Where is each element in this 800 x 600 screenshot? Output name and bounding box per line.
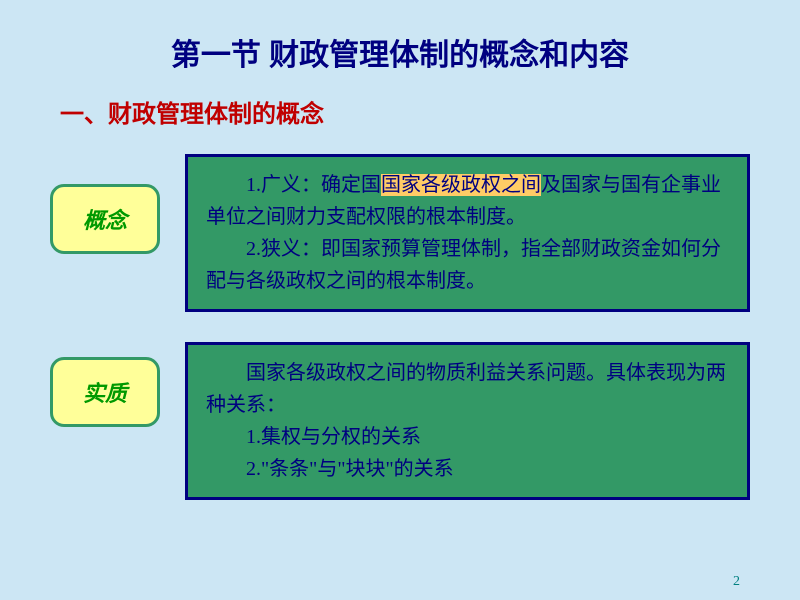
label-essence: 实质: [83, 376, 127, 408]
page-number: 2: [733, 574, 740, 590]
row-essence: 实质 国家各级政权之间的物质利益关系问题。具体表现为两种关系： 1.集权与分权的…: [50, 342, 750, 500]
concept-line1: 1.广义：确定国国家各级政权之间及国家与国有企事业单位之间财力支配权限的根本制度…: [206, 169, 729, 233]
essence-line3: 2."条条"与"块块"的关系: [206, 453, 729, 485]
label-box-essence: 实质: [50, 357, 160, 427]
slide-subtitle: 一、财政管理体制的概念: [60, 94, 750, 129]
concept-line2: 2.狭义：即国家预算管理体制，指全部财政资金如何分配与各级政权之间的根本制度。: [206, 233, 729, 297]
label-concept: 概念: [83, 203, 127, 235]
content-box-essence: 国家各级政权之间的物质利益关系问题。具体表现为两种关系： 1.集权与分权的关系 …: [185, 342, 750, 500]
concept-highlight: 国家各级政权之间: [381, 174, 541, 196]
essence-line2: 1.集权与分权的关系: [206, 421, 729, 453]
slide: 第一节 财政管理体制的概念和内容 一、财政管理体制的概念 概念 1.广义：确定国…: [0, 0, 800, 600]
row-concept: 概念 1.广义：确定国国家各级政权之间及国家与国有企事业单位之间财力支配权限的根…: [50, 154, 750, 312]
concept-line1-a: 1.广义：确定国: [246, 174, 381, 196]
label-box-concept: 概念: [50, 184, 160, 254]
content-box-concept: 1.广义：确定国国家各级政权之间及国家与国有企事业单位之间财力支配权限的根本制度…: [185, 154, 750, 312]
slide-title: 第一节 财政管理体制的概念和内容: [50, 30, 750, 74]
essence-line1: 国家各级政权之间的物质利益关系问题。具体表现为两种关系：: [206, 357, 729, 421]
